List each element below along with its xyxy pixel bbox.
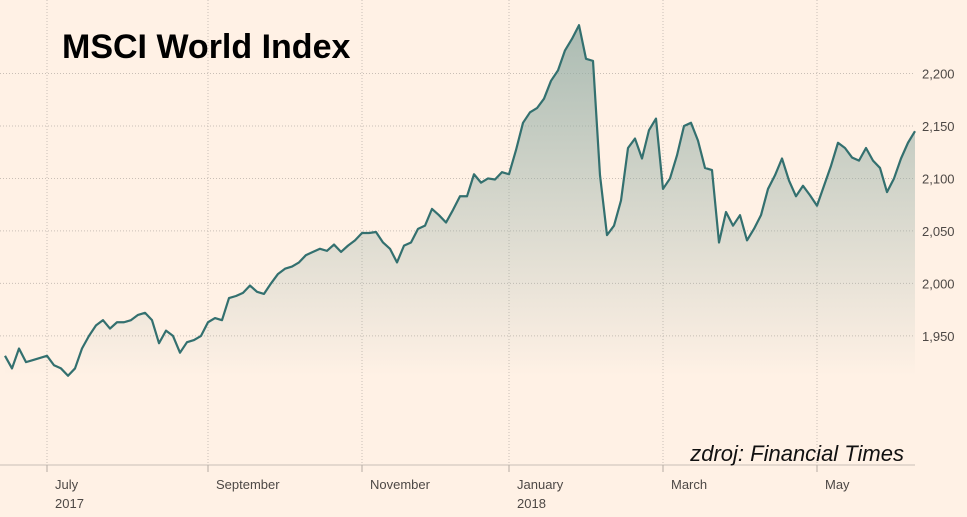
x-tick-label: March: [671, 477, 707, 492]
x-tick-label: November: [370, 477, 431, 492]
y-tick-label: 2,150: [922, 119, 955, 134]
area: [5, 25, 915, 466]
y-tick-label: 1,950: [922, 329, 955, 344]
x-tick-label: May: [825, 477, 850, 492]
y-tick-label: 2,100: [922, 171, 955, 186]
x-tick-label: July 2017: [55, 477, 84, 511]
x-tick-label: January 2018: [517, 477, 564, 511]
y-tick-label: 2,200: [922, 66, 955, 81]
marks: [4, 24, 916, 466]
x-tick-label: September: [216, 477, 280, 492]
chart-title: MSCI World Index: [62, 28, 350, 66]
annotation: zdroj: Financial Times: [689, 441, 904, 466]
y-tick-label: 2,000: [922, 276, 955, 291]
line: [4, 24, 916, 377]
y-tick-label: 2,050: [922, 224, 955, 239]
